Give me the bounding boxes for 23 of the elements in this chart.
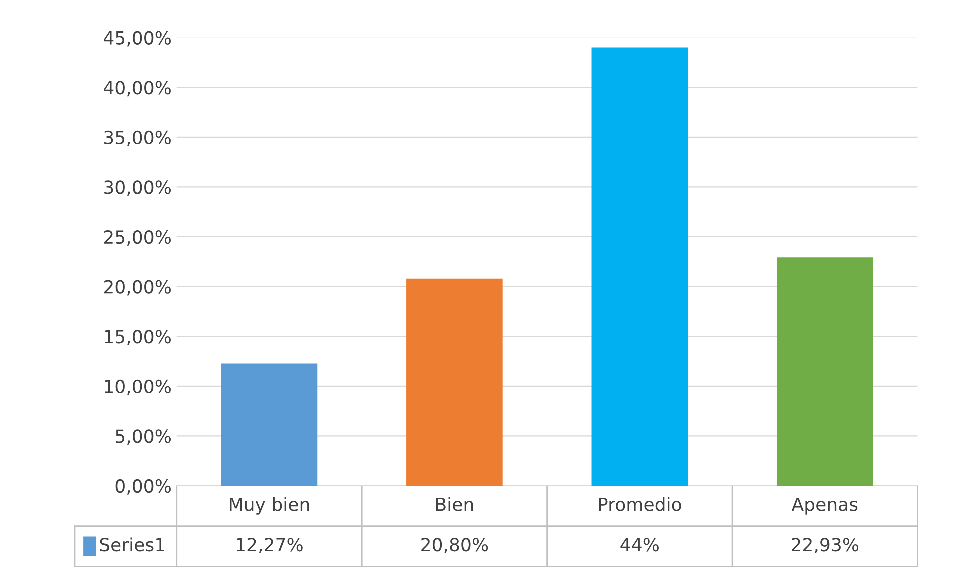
y-tick-label: 15,00% [105,330,172,346]
y-tick-label: 35,00% [104,130,172,146]
data-label: 22,93% [792,538,859,554]
y-tick-label: 40,00% [104,81,172,97]
y-tick-label: 5,00% [116,430,172,446]
bar [406,278,503,486]
bar [592,48,688,486]
y-tick-label: 10,00% [105,380,172,396]
y-tick-label: 0,00% [116,479,172,495]
data-label: 20,80% [422,538,488,554]
bar [221,364,318,486]
legend-label: Series1 [100,538,164,552]
bar [776,258,874,486]
data-label: 44% [620,538,659,552]
y-tick-label: 45,00% [104,31,172,47]
x-tick-label: Promedio [599,497,682,512]
y-tick-label: 20,00% [104,280,172,296]
x-tick-label: Apenas [792,498,858,515]
y-tick-label: 30,00% [104,180,172,196]
y-tick-label: 25,00% [104,230,172,246]
x-tick-label: Muy bien [230,497,310,515]
data-label: 12,27% [237,538,303,554]
x-tick-label: Bien [436,497,474,512]
